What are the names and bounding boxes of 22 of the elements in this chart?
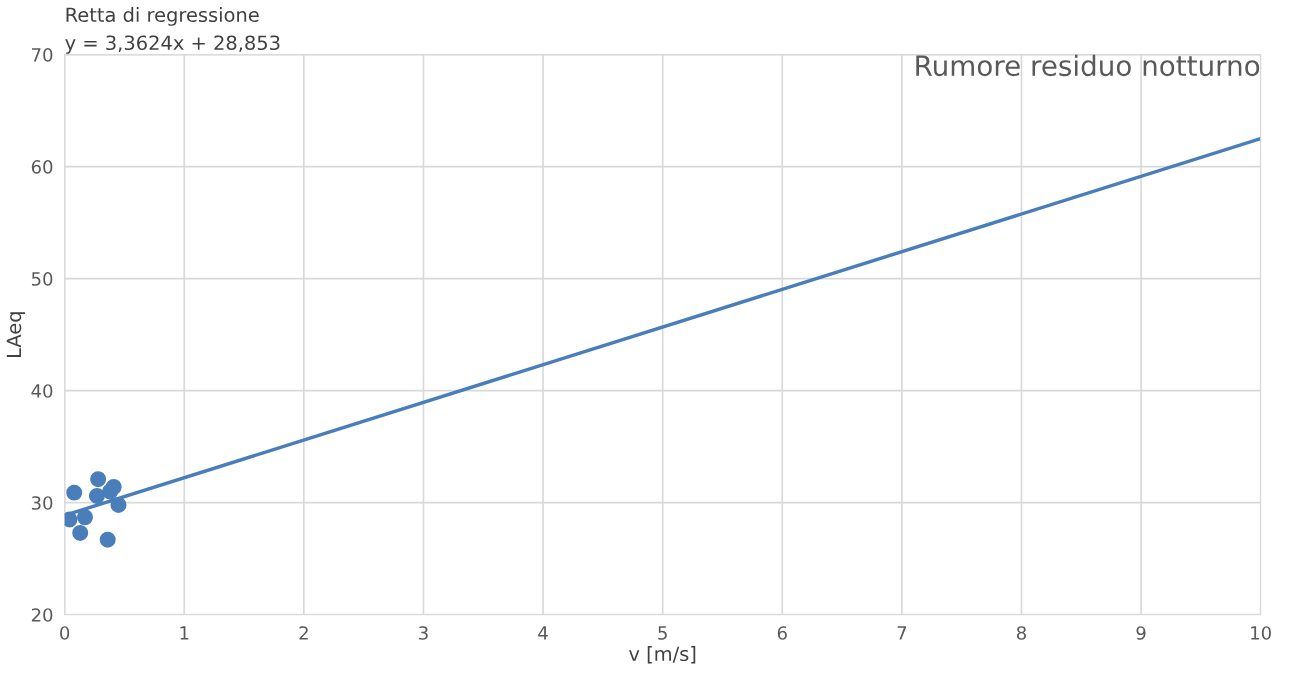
y-tick-label: 60 — [31, 160, 53, 174]
text: y = 3,3624x + 28,853 — [65, 35, 280, 54]
x-tick-label: 10 — [1251, 626, 1271, 640]
chart-title: Rumore residuo notturno — [916, 54, 1260, 77]
y-tick-label: 70 — [32, 48, 53, 62]
x-tick-label: 7 — [897, 626, 907, 640]
x-tick-label: 9 — [1136, 626, 1146, 640]
x-tick-label: 4 — [538, 626, 548, 640]
y-axis-title: LAeq — [6, 312, 26, 358]
y-tick-label: 40 — [31, 384, 53, 398]
x-tick-label: 5 — [658, 626, 667, 640]
x-tick-label: 0 — [60, 626, 70, 640]
x-tick-label: 3 — [419, 626, 428, 640]
text: Retta di regressione — [66, 7, 259, 26]
x-tick-label: 1 — [180, 626, 189, 640]
x-tick-label: 2 — [299, 626, 308, 640]
y-tick-label: 30 — [31, 496, 53, 510]
x-axis-title: v [m/s] — [629, 646, 696, 664]
y-tick-label: 20 — [31, 608, 53, 622]
x-tick-label: 6 — [777, 626, 787, 640]
x-tick-label: 8 — [1016, 626, 1026, 640]
y-tick-label: 50 — [31, 272, 53, 286]
